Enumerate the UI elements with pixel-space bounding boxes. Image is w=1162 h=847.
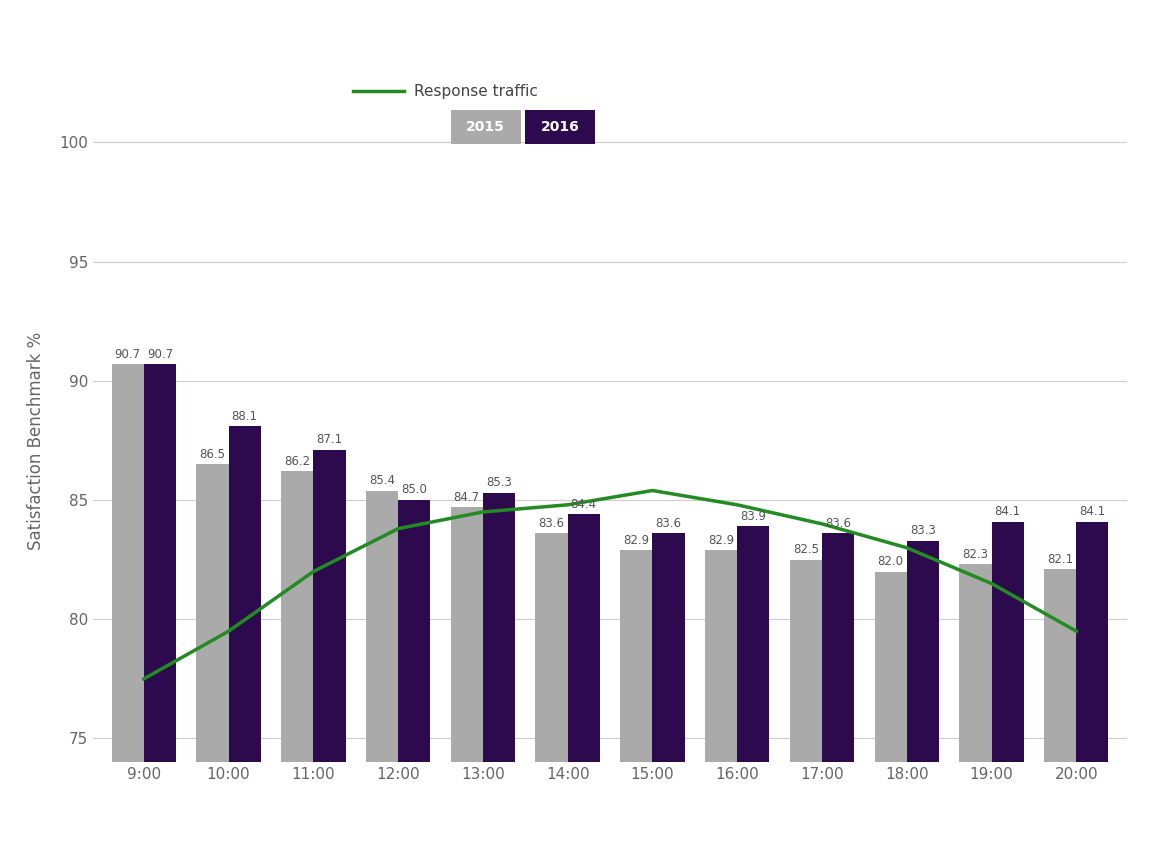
Bar bbox=[1045, 569, 1076, 847]
Text: 84.4: 84.4 bbox=[571, 498, 597, 511]
Text: 84.1: 84.1 bbox=[995, 505, 1020, 518]
Text: 83.6: 83.6 bbox=[655, 517, 682, 530]
Text: 87.1: 87.1 bbox=[316, 434, 343, 446]
Text: 84.1: 84.1 bbox=[1079, 505, 1105, 518]
Bar bbox=[875, 572, 906, 847]
Bar bbox=[281, 472, 314, 847]
Text: 85.4: 85.4 bbox=[370, 474, 395, 487]
Bar bbox=[652, 534, 684, 847]
Text: 90.7: 90.7 bbox=[146, 347, 173, 361]
Text: 82.9: 82.9 bbox=[623, 534, 650, 546]
Text: 83.3: 83.3 bbox=[910, 524, 935, 537]
Text: 2015: 2015 bbox=[466, 120, 505, 135]
Bar bbox=[366, 490, 399, 847]
Bar bbox=[112, 364, 144, 847]
Bar bbox=[229, 426, 260, 847]
Text: 85.0: 85.0 bbox=[401, 484, 428, 496]
Text: 86.5: 86.5 bbox=[200, 448, 225, 461]
Bar bbox=[536, 534, 568, 847]
Bar bbox=[144, 364, 175, 847]
Text: 82.9: 82.9 bbox=[708, 534, 734, 546]
Text: 86.2: 86.2 bbox=[285, 455, 310, 468]
Text: 82.5: 82.5 bbox=[792, 543, 819, 556]
Bar bbox=[790, 560, 822, 847]
Y-axis label: Satisfaction Benchmark %: Satisfaction Benchmark % bbox=[28, 331, 45, 550]
Text: 2015 v. 2016 December 23rd Hourly Satisfaction, Global: 2015 v. 2016 December 23rd Hourly Satisf… bbox=[141, 32, 1021, 61]
Bar bbox=[568, 514, 600, 847]
Text: 85.3: 85.3 bbox=[486, 476, 512, 490]
Text: 82.1: 82.1 bbox=[1047, 552, 1074, 566]
Bar bbox=[906, 540, 939, 847]
Text: 82.3: 82.3 bbox=[962, 548, 989, 561]
Bar bbox=[705, 550, 737, 847]
Text: Response traffic: Response traffic bbox=[414, 84, 538, 98]
Bar bbox=[822, 534, 854, 847]
Text: 88.1: 88.1 bbox=[231, 410, 258, 423]
Text: 83.6: 83.6 bbox=[825, 517, 851, 530]
Text: 2016: 2016 bbox=[540, 120, 580, 135]
Text: 84.7: 84.7 bbox=[453, 490, 480, 504]
Bar bbox=[451, 507, 483, 847]
Text: 82.0: 82.0 bbox=[877, 555, 904, 568]
Text: 90.7: 90.7 bbox=[115, 347, 141, 361]
Text: 83.6: 83.6 bbox=[538, 517, 565, 530]
Text: 83.9: 83.9 bbox=[740, 510, 766, 523]
Bar bbox=[399, 500, 430, 847]
Bar bbox=[960, 564, 991, 847]
Bar bbox=[483, 493, 515, 847]
FancyBboxPatch shape bbox=[525, 110, 595, 144]
Bar bbox=[621, 550, 652, 847]
Bar bbox=[991, 522, 1024, 847]
Bar bbox=[196, 464, 229, 847]
Bar bbox=[1076, 522, 1109, 847]
Bar bbox=[314, 450, 345, 847]
FancyBboxPatch shape bbox=[451, 110, 521, 144]
Bar bbox=[737, 526, 769, 847]
